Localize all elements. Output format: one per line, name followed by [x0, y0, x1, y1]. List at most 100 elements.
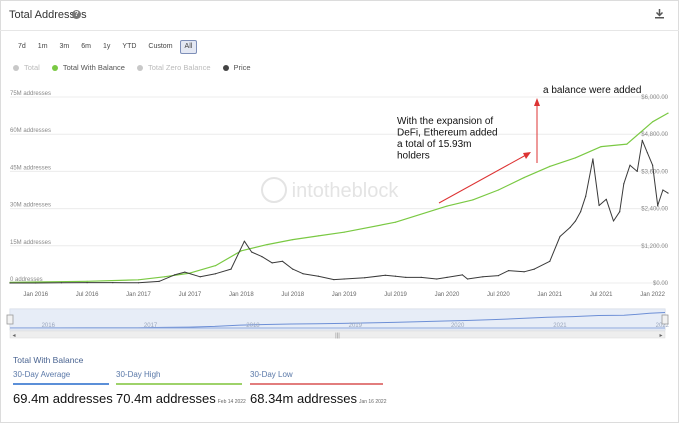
stat-label: 30-Day Low: [250, 370, 293, 379]
data-point: [405, 276, 407, 278]
range-selector: 7d 1m 3m 6m 1y YTD Custom All: [13, 40, 199, 54]
data-point: [636, 170, 638, 172]
data-point: [446, 205, 448, 207]
data-point: [436, 278, 438, 280]
data-point: [343, 278, 345, 280]
navigator-year-label: 2020: [451, 323, 465, 329]
x-tick-label: Jul 2017: [179, 292, 202, 298]
data-point: [497, 275, 499, 277]
navigator-handle[interactable]: [6, 314, 14, 325]
data-point: [559, 235, 561, 238]
stat-value-text: 69.4m addresses: [13, 391, 113, 406]
data-point: [523, 177, 525, 179]
range-1m[interactable]: 1m: [37, 43, 48, 50]
data-point: [667, 192, 669, 194]
x-tick-label: Jan 2022: [640, 292, 665, 298]
y-left-tick-label: 60M addresses: [10, 128, 51, 134]
data-point: [364, 277, 366, 279]
data-point: [657, 204, 659, 207]
x-tick-label: Jul 2018: [281, 292, 304, 298]
x-tick-label: Jul 2019: [384, 292, 407, 298]
annotation-defi-line: holders: [397, 151, 430, 162]
data-point: [240, 250, 242, 252]
data-point: [281, 260, 284, 262]
data-point: [667, 112, 669, 114]
data-point: [184, 271, 186, 273]
stat-label: 30-Day High: [116, 370, 161, 379]
stat-value-text: 70.4m addresses: [116, 391, 216, 406]
data-point: [497, 189, 499, 191]
data-point: [420, 276, 422, 278]
data-point: [251, 251, 253, 253]
footer-title: Total With Balance: [13, 355, 84, 365]
data-point: [86, 282, 88, 284]
stat-bar: [116, 383, 242, 385]
legend-item-price[interactable]: Price: [222, 63, 251, 72]
data-point: [343, 231, 345, 233]
range-7d[interactable]: 7d: [18, 43, 26, 50]
data-point: [569, 226, 571, 228]
y-right-tick-label: $0.00: [653, 281, 669, 287]
navigator-handle[interactable]: [661, 314, 669, 325]
navigator-scrollbar[interactable]: [9, 330, 666, 339]
x-tick-label: Jan 2016: [23, 292, 48, 298]
data-point: [585, 195, 587, 197]
data-point: [158, 280, 160, 282]
x-tick-label: Jul 2016: [76, 292, 99, 298]
range-ytd[interactable]: YTD: [122, 43, 137, 50]
data-point: [482, 276, 484, 278]
data-point: [9, 282, 11, 284]
series-line-price: [10, 139, 669, 284]
data-point: [533, 268, 535, 270]
data-point: [271, 262, 273, 264]
line-chart: 0 addresses 15M addresses 30M addresses 45M…: [6, 85, 670, 339]
stat-value: 68.34m addresses Jan 16 2022: [250, 391, 386, 406]
download-icon[interactable]: [654, 8, 665, 22]
data-point: [600, 146, 602, 148]
legend-item-total[interactable]: Total: [13, 63, 40, 72]
y-right-tick-label: $1,200.00: [641, 244, 668, 250]
data-point: [466, 278, 469, 280]
data-point: [574, 157, 577, 159]
stat-30-day-average: 30-Day Average 69.4m addresses: [13, 370, 113, 406]
data-point: [461, 274, 463, 276]
data-point: [523, 271, 525, 273]
scroll-right-icon[interactable]: ▸: [659, 333, 662, 339]
data-point: [266, 244, 268, 246]
legend-dot: [222, 64, 229, 71]
legend-label: Total With Balance: [62, 63, 125, 72]
y-left-tick-label: 15M addresses: [10, 240, 51, 246]
legend-item-total-with-balance[interactable]: Total With Balance: [51, 63, 125, 72]
data-point: [652, 164, 654, 166]
stat-value-text: 68.34m addresses: [250, 391, 357, 406]
data-point: [446, 276, 448, 278]
range-1y[interactable]: 1y: [103, 43, 111, 50]
range-3m[interactable]: 3m: [59, 43, 70, 50]
data-point: [243, 240, 245, 242]
legend-item-total-zero-balance[interactable]: Total Zero Balance: [136, 63, 211, 72]
data-point: [173, 274, 176, 276]
y-left-tick-label: 0 addresses: [10, 277, 43, 283]
stat-label: 30-Day Average: [13, 370, 71, 379]
data-point: [641, 139, 643, 141]
x-tick-label: Jan 2019: [332, 292, 357, 298]
data-point: [605, 198, 607, 200]
y-left-tick-label: 75M addresses: [10, 91, 51, 97]
range-6m[interactable]: 6m: [81, 43, 91, 50]
question-icon[interactable]: ?: [72, 10, 81, 19]
scroll-left-icon[interactable]: ◂: [12, 333, 15, 339]
y-right-tick-label: $4,800.00: [641, 132, 668, 138]
stat-30-day-high: 30-Day High 70.4m addresses Feb 14 2022: [116, 370, 246, 406]
navigator-year-label: 2019: [349, 323, 363, 329]
data-point: [292, 268, 294, 270]
legend-dot: [51, 64, 58, 71]
scrollbar-grip-icon: |||: [335, 333, 340, 339]
range-custom[interactable]: Custom: [148, 43, 173, 50]
stat-bar: [250, 383, 383, 385]
y-right-tick-label: $3,600.00: [641, 169, 668, 175]
data-point: [317, 235, 319, 237]
range-all[interactable]: All: [179, 40, 198, 54]
stat-value: 69.4m addresses: [13, 391, 113, 406]
legend-label: Total: [24, 63, 40, 72]
annotation-defi-line: a total of 15.93m: [397, 139, 472, 150]
